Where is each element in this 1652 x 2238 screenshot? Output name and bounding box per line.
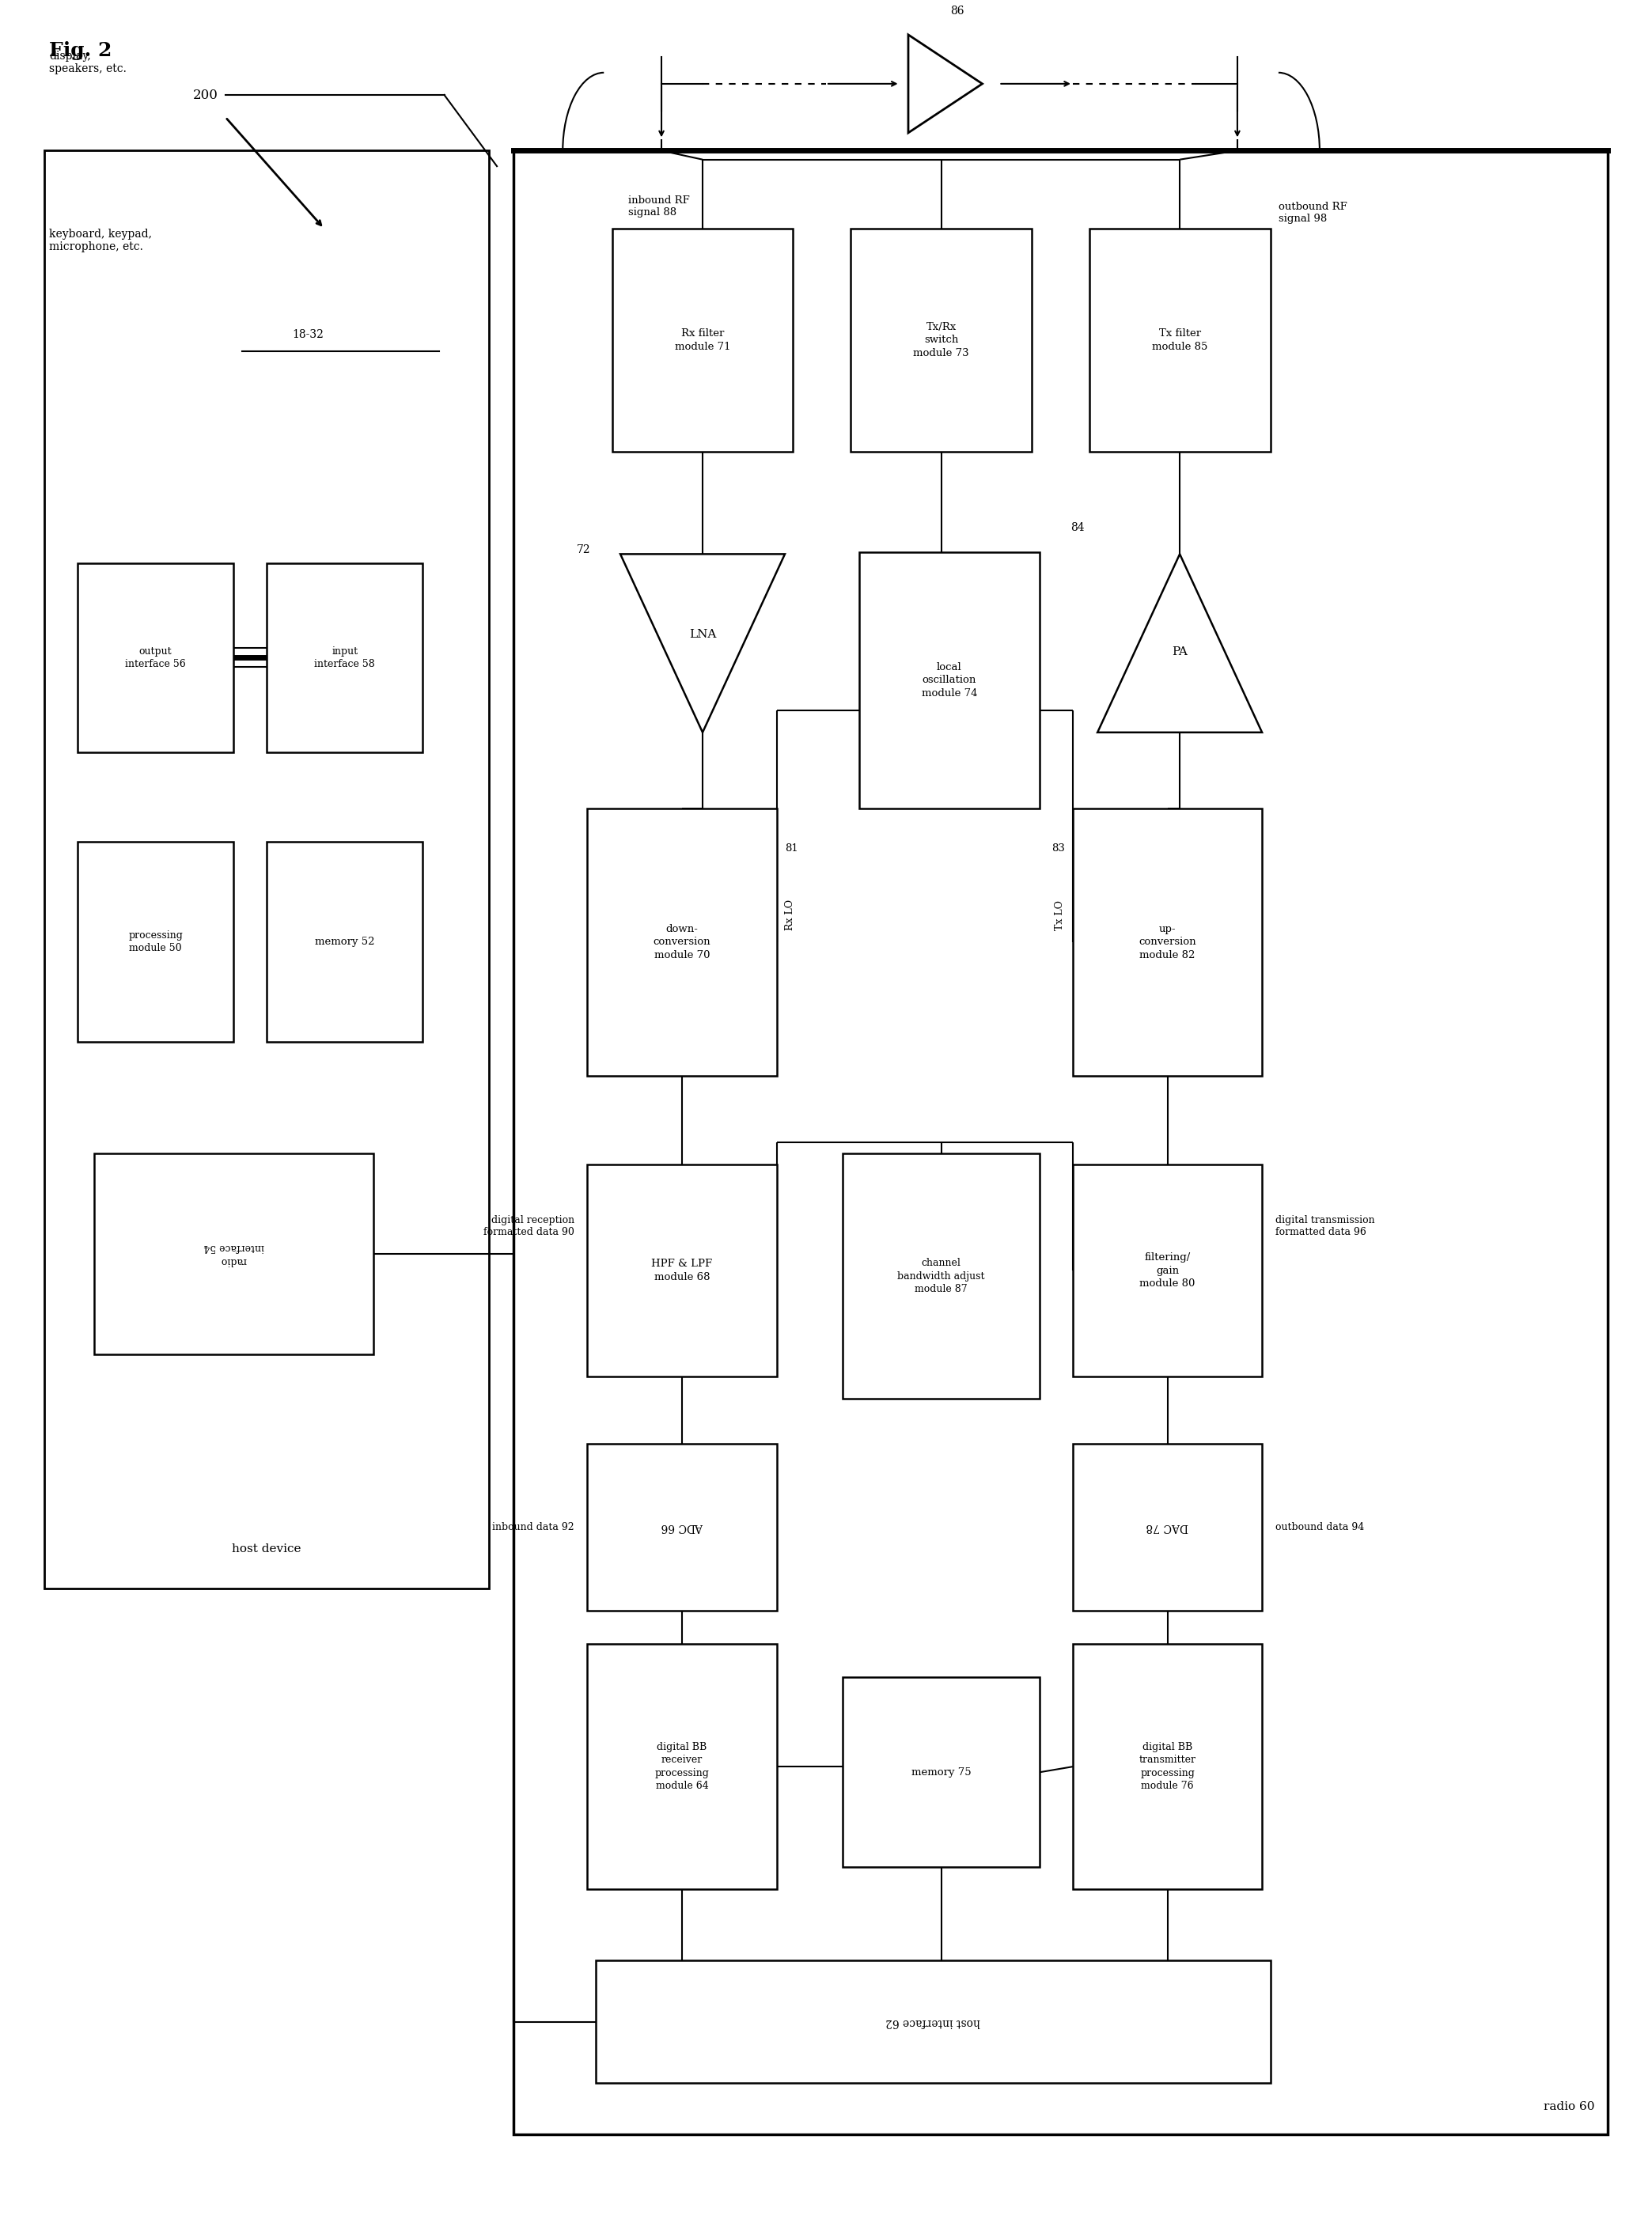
Text: radio
interface 54: radio interface 54 xyxy=(203,1242,264,1267)
Text: Tx LO: Tx LO xyxy=(1054,900,1064,931)
Text: inbound data 92: inbound data 92 xyxy=(492,1522,575,1533)
Text: 81: 81 xyxy=(785,844,798,853)
Text: host interface 62: host interface 62 xyxy=(885,2016,980,2028)
Text: outbound data 94: outbound data 94 xyxy=(1275,1522,1365,1533)
Bar xyxy=(94,1153,373,1354)
Text: down-
conversion
module 70: down- conversion module 70 xyxy=(653,924,710,960)
Text: Rx filter
module 71: Rx filter module 71 xyxy=(674,329,730,351)
Bar xyxy=(613,228,793,452)
Bar xyxy=(45,150,489,1589)
Text: Rx LO: Rx LO xyxy=(785,900,795,931)
Text: 200: 200 xyxy=(193,87,218,101)
Text: input
interface 58: input interface 58 xyxy=(314,647,375,669)
Text: Tx/Rx
switch
module 73: Tx/Rx switch module 73 xyxy=(914,322,970,358)
Text: filtering/
gain
module 80: filtering/ gain module 80 xyxy=(1140,1253,1196,1289)
Bar xyxy=(1072,1645,1262,1889)
Text: radio 60: radio 60 xyxy=(1543,2101,1594,2113)
Polygon shape xyxy=(620,555,785,732)
Text: Fig. 2: Fig. 2 xyxy=(50,43,112,60)
Text: digital BB
transmitter
processing
module 76: digital BB transmitter processing module… xyxy=(1138,1741,1196,1790)
Text: DAC 78: DAC 78 xyxy=(1146,1522,1189,1533)
Bar xyxy=(859,553,1039,808)
Bar xyxy=(1072,1444,1262,1611)
Text: Tx filter
module 85: Tx filter module 85 xyxy=(1151,329,1208,351)
Text: digital BB
receiver
processing
module 64: digital BB receiver processing module 64 xyxy=(654,1741,709,1790)
Text: keyboard, keypad,
microphone, etc.: keyboard, keypad, microphone, etc. xyxy=(50,228,152,253)
Text: channel
bandwidth adjust
module 87: channel bandwidth adjust module 87 xyxy=(897,1258,985,1294)
Bar xyxy=(588,1645,776,1889)
Text: digital transmission
formatted data 96: digital transmission formatted data 96 xyxy=(1275,1215,1374,1238)
Text: 83: 83 xyxy=(1051,844,1064,853)
Text: inbound RF
signal 88: inbound RF signal 88 xyxy=(628,195,691,217)
Bar xyxy=(266,841,423,1043)
Bar xyxy=(843,1678,1039,1866)
Bar xyxy=(78,564,233,752)
Text: host device: host device xyxy=(231,1544,301,1555)
Bar xyxy=(1089,228,1270,452)
Text: LNA: LNA xyxy=(689,629,717,640)
Text: memory 75: memory 75 xyxy=(912,1768,971,1777)
Bar xyxy=(1072,808,1262,1076)
Text: 72: 72 xyxy=(577,544,591,555)
Bar xyxy=(588,1164,776,1376)
Text: HPF & LPF
module 68: HPF & LPF module 68 xyxy=(651,1260,712,1282)
Bar xyxy=(843,1153,1039,1399)
Text: 84: 84 xyxy=(1070,521,1084,533)
Polygon shape xyxy=(909,36,983,132)
Bar xyxy=(588,808,776,1076)
Text: PA: PA xyxy=(1171,647,1188,658)
Text: up-
conversion
module 82: up- conversion module 82 xyxy=(1138,924,1196,960)
Text: display,
speakers, etc.: display, speakers, etc. xyxy=(50,49,127,74)
Bar xyxy=(514,150,1607,2135)
Bar xyxy=(266,564,423,752)
Bar xyxy=(596,1960,1270,2084)
Text: outbound RF
signal 98: outbound RF signal 98 xyxy=(1279,201,1346,224)
Text: digital reception
formatted data 90: digital reception formatted data 90 xyxy=(484,1215,575,1238)
Polygon shape xyxy=(1097,555,1262,732)
Text: 18-32: 18-32 xyxy=(292,329,324,340)
Text: output
interface 56: output interface 56 xyxy=(126,647,187,669)
Text: memory 52: memory 52 xyxy=(316,938,375,947)
Text: 86: 86 xyxy=(950,7,965,18)
Bar xyxy=(588,1444,776,1611)
Text: local
oscillation
module 74: local oscillation module 74 xyxy=(922,662,978,698)
Text: processing
module 50: processing module 50 xyxy=(129,931,183,953)
Text: ADC 66: ADC 66 xyxy=(661,1522,704,1533)
Bar xyxy=(851,228,1032,452)
Bar xyxy=(1072,1164,1262,1376)
Bar xyxy=(78,841,233,1043)
